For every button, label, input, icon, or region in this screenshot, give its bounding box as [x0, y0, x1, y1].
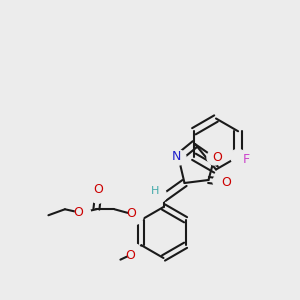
Circle shape [126, 244, 141, 259]
Text: O: O [126, 207, 136, 220]
Text: N: N [171, 149, 181, 163]
Text: O: O [222, 176, 231, 190]
Circle shape [152, 188, 166, 202]
Text: O: O [125, 249, 135, 262]
Circle shape [207, 150, 222, 165]
Circle shape [128, 209, 143, 224]
Circle shape [213, 174, 228, 189]
Circle shape [231, 149, 246, 164]
Circle shape [90, 188, 105, 203]
Text: O: O [74, 206, 83, 219]
Text: H: H [151, 186, 159, 197]
Text: O: O [212, 151, 222, 164]
Text: F: F [243, 153, 250, 166]
Text: O: O [93, 183, 103, 196]
Circle shape [75, 205, 90, 220]
Circle shape [171, 150, 186, 165]
